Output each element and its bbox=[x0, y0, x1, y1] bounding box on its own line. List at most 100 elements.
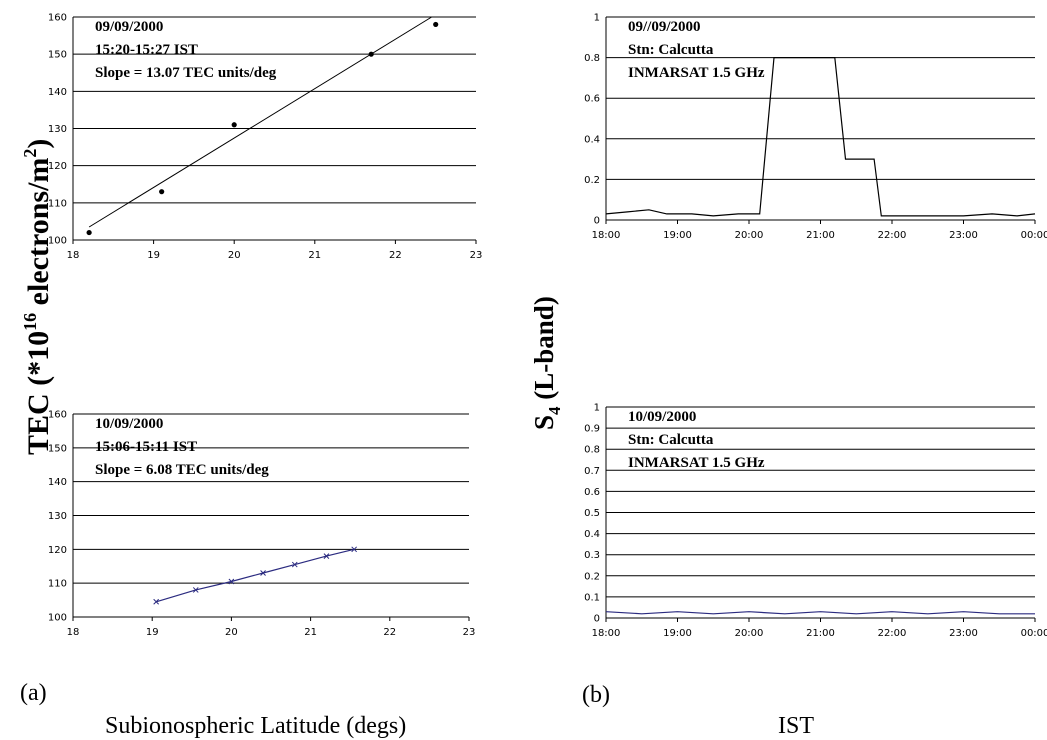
x-tick-label: 00:00 bbox=[1021, 628, 1047, 639]
annotation-line: 15:06-15:11 IST bbox=[95, 439, 197, 455]
x-tick-label: 18:00 bbox=[592, 230, 621, 241]
panel-a-label: (a) bbox=[20, 680, 47, 706]
y-tick-label: 0.6 bbox=[584, 94, 600, 105]
y-tick-label: 0.5 bbox=[584, 508, 600, 519]
y-tick-label: 0.4 bbox=[584, 529, 600, 540]
annotation-line: Stn: Calcutta bbox=[628, 432, 714, 448]
y-tick-label: 0.8 bbox=[584, 445, 600, 456]
data-marker bbox=[351, 546, 358, 553]
data-marker bbox=[153, 598, 160, 605]
y-tick-label: 0.1 bbox=[584, 592, 600, 603]
s4-bottom-chart: 0 0.1 0.2 0.3 0.4 0.5 0.6 0.7 0.8 0.9 1 18:00 19:00 2… bbox=[584, 403, 1047, 640]
annotation-line: 10/09/2000 bbox=[95, 416, 163, 432]
x-tick-label: 21 bbox=[308, 250, 321, 261]
x-tick-label: 20:00 bbox=[735, 628, 764, 639]
y-tick-label: 100 bbox=[48, 613, 67, 624]
annotation-line: Slope = 13.07 TEC units/deg bbox=[95, 65, 277, 81]
s4-top-chart: 0 0.2 0.4 0.6 0.8 1 18:00 19:00 20:00 21:00 22:00 2… bbox=[584, 13, 1047, 242]
y-tick-label: 1 bbox=[594, 13, 600, 24]
y-tick-label: 150 bbox=[48, 443, 67, 454]
data-marker bbox=[260, 570, 266, 576]
x-tick-label: 21:00 bbox=[806, 230, 835, 241]
y-tick-label: 130 bbox=[48, 511, 67, 522]
y-tick-label: 0.2 bbox=[584, 571, 600, 582]
x-tick-label: 22 bbox=[383, 627, 396, 638]
y-tick-label: 0.4 bbox=[584, 134, 600, 145]
tec-ylabel-mid: electrons/m bbox=[22, 158, 55, 313]
x-tick-label: 18:00 bbox=[592, 628, 621, 639]
x-tick-label: 19:00 bbox=[663, 628, 692, 639]
data-point bbox=[368, 51, 374, 57]
tec-ylabel-end: ) bbox=[22, 139, 55, 149]
annotation-line: INMARSAT 1.5 GHz bbox=[628, 65, 765, 81]
data-marker bbox=[291, 561, 298, 568]
y-tick-label: 110 bbox=[48, 198, 67, 209]
s4-ylabel-sub: 4 bbox=[545, 406, 564, 415]
y-tick-label: 0 bbox=[594, 614, 600, 625]
panel-b-label: (b) bbox=[582, 682, 610, 708]
x-tick-label: 20 bbox=[228, 250, 241, 261]
series-line bbox=[156, 548, 355, 603]
data-marker bbox=[323, 553, 330, 559]
data-point bbox=[86, 229, 92, 236]
tec-ylabel-sup2: 2 bbox=[20, 149, 40, 158]
x-tick-label: 22:00 bbox=[878, 628, 907, 639]
y-tick-label: 0 bbox=[594, 216, 600, 227]
tec-ylabel-sup1: 16 bbox=[20, 313, 40, 331]
y-tick-label: 110 bbox=[48, 579, 67, 590]
y-tick-label: 100 bbox=[48, 236, 67, 247]
y-tick-label: 140 bbox=[48, 477, 67, 488]
data-marker bbox=[192, 587, 199, 593]
y-tick-label: 160 bbox=[48, 410, 67, 421]
x-tick-label: 21:00 bbox=[806, 628, 835, 639]
y-tick-label: 120 bbox=[48, 161, 67, 172]
data-point bbox=[433, 21, 439, 28]
x-tick-label: 19:00 bbox=[663, 230, 692, 241]
annotation-line: Stn: Calcutta bbox=[628, 42, 714, 58]
annotation-line: Slope = 6.08 TEC units/deg bbox=[95, 462, 269, 478]
x-tick-label: 22:00 bbox=[878, 230, 907, 241]
series-line bbox=[605, 611, 1035, 615]
x-axis-label-ist: IST bbox=[778, 713, 814, 739]
series-line bbox=[605, 57, 1036, 217]
x-tick-label: 21 bbox=[304, 627, 317, 638]
fit-line bbox=[88, 16, 432, 228]
s4-ylabel-base: S bbox=[529, 415, 559, 430]
annotation-line: 10/09/2000 bbox=[628, 409, 696, 425]
x-tick-label: 18 bbox=[67, 250, 80, 261]
annotation-line: 09//09/2000 bbox=[628, 19, 701, 35]
annotation-line: INMARSAT 1.5 GHz bbox=[628, 455, 765, 471]
x-tick-label: 20:00 bbox=[735, 230, 764, 241]
x-tick-label: 23:00 bbox=[949, 230, 978, 241]
data-point bbox=[231, 122, 237, 128]
y-tick-label: 120 bbox=[48, 545, 67, 556]
y-tick-label: 140 bbox=[48, 87, 67, 98]
y-tick-label: 0.6 bbox=[584, 487, 600, 498]
x-tick-label: 20 bbox=[225, 627, 238, 638]
y-tick-label: 0.8 bbox=[584, 53, 600, 64]
x-tick-label: 19 bbox=[147, 250, 160, 261]
x-tick-label: 00:00 bbox=[1021, 230, 1047, 241]
x-tick-label: 22 bbox=[389, 250, 402, 261]
y-tick-label: 0.9 bbox=[584, 424, 600, 435]
tec-bottom-chart: 100 110 120 130 140 150 160 18 19 20 21 22 23 10/09/2… bbox=[48, 410, 475, 639]
tec-ylabel-base: TEC (*10 bbox=[22, 331, 55, 455]
x-tick-label: 19 bbox=[146, 627, 159, 638]
y-tick-label: 130 bbox=[48, 124, 67, 135]
x-axis-label-latitude: Subionospheric Latitude (degs) bbox=[105, 713, 406, 739]
x-tick-label: 23 bbox=[463, 627, 476, 638]
y-tick-label: 0.3 bbox=[584, 550, 600, 561]
annotation-line: 15:20-15:27 IST bbox=[95, 42, 198, 58]
tec-y-axis-label: TEC (*1016 electrons/m2) bbox=[20, 139, 55, 455]
data-marker bbox=[228, 578, 235, 585]
s4-ylabel-end: (L-band) bbox=[529, 296, 559, 406]
y-tick-label: 0.2 bbox=[584, 175, 600, 186]
y-tick-label: 150 bbox=[48, 50, 67, 61]
s4-y-axis-label: S4 (L-band) bbox=[529, 296, 564, 430]
x-tick-label: 23 bbox=[470, 250, 483, 261]
x-tick-label: 23:00 bbox=[949, 628, 978, 639]
y-tick-label: 1 bbox=[594, 403, 600, 414]
x-tick-label: 18 bbox=[67, 627, 80, 638]
data-point bbox=[159, 189, 165, 195]
